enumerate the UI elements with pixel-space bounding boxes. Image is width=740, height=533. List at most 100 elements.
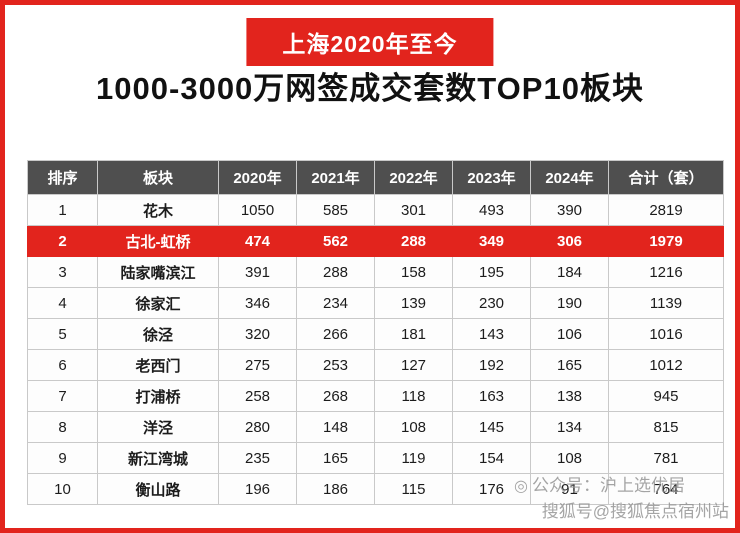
value-cell: 258 xyxy=(218,380,297,412)
column-header: 2022年 xyxy=(374,160,453,195)
district-cell: 花木 xyxy=(97,194,219,226)
district-cell: 老西门 xyxy=(97,349,219,381)
total-cell: 764 xyxy=(608,473,724,505)
value-cell: 186 xyxy=(296,473,375,505)
value-cell: 230 xyxy=(452,287,531,319)
district-cell: 新江湾城 xyxy=(97,442,219,474)
table-row: 7 打浦桥 258 268 118 163 138 945 xyxy=(27,380,724,412)
value-cell: 154 xyxy=(452,442,531,474)
value-cell: 288 xyxy=(296,256,375,288)
value-cell: 235 xyxy=(218,442,297,474)
badge-title: 上海2020年至今 xyxy=(246,18,494,66)
value-cell: 143 xyxy=(452,318,531,350)
column-header: 板块 xyxy=(97,160,219,195)
total-cell: 1979 xyxy=(608,225,724,257)
column-header: 2020年 xyxy=(218,160,297,195)
district-cell: 洋泾 xyxy=(97,411,219,443)
table-row: 9 新江湾城 235 165 119 154 108 781 xyxy=(27,442,724,474)
district-cell: 古北-虹桥 xyxy=(97,225,219,257)
value-cell: 190 xyxy=(530,287,609,319)
total-cell: 2819 xyxy=(608,194,724,226)
rank-cell: 5 xyxy=(27,318,98,350)
value-cell: 266 xyxy=(296,318,375,350)
value-cell: 391 xyxy=(218,256,297,288)
top10-table: 排序 板块 2020年 2021年 2022年 2023年 2024年 合计（套） 1 花木 10… xyxy=(27,160,724,505)
value-cell: 134 xyxy=(530,411,609,443)
table-row: 5 徐泾 320 266 181 143 106 1016 xyxy=(27,318,724,350)
table-row: 6 老西门 275 253 127 192 165 1012 xyxy=(27,349,724,381)
value-cell: 165 xyxy=(296,442,375,474)
rank-cell: 8 xyxy=(27,411,98,443)
value-cell: 108 xyxy=(530,442,609,474)
column-header: 排序 xyxy=(27,160,98,195)
value-cell: 280 xyxy=(218,411,297,443)
value-cell: 474 xyxy=(218,225,297,257)
value-cell: 106 xyxy=(530,318,609,350)
watermark-line1-text: 公众号：沪上选优居 xyxy=(532,476,685,495)
value-cell: 119 xyxy=(374,442,453,474)
column-header: 2024年 xyxy=(530,160,609,195)
value-cell: 118 xyxy=(374,380,453,412)
total-cell: 1016 xyxy=(608,318,724,350)
rank-cell: 2 xyxy=(27,225,98,257)
value-cell: 349 xyxy=(452,225,531,257)
value-cell: 139 xyxy=(374,287,453,319)
value-cell: 288 xyxy=(374,225,453,257)
value-cell: 181 xyxy=(374,318,453,350)
value-cell: 148 xyxy=(296,411,375,443)
rank-cell: 6 xyxy=(27,349,98,381)
value-cell: 145 xyxy=(452,411,531,443)
table-row: 8 洋泾 280 148 108 145 134 815 xyxy=(27,411,724,443)
total-cell: 815 xyxy=(608,411,724,443)
total-cell: 781 xyxy=(608,442,724,474)
value-cell: 320 xyxy=(218,318,297,350)
column-header: 2021年 xyxy=(296,160,375,195)
rank-cell: 1 xyxy=(27,194,98,226)
value-cell: 115 xyxy=(374,473,453,505)
value-cell: 165 xyxy=(530,349,609,381)
total-cell: 1012 xyxy=(608,349,724,381)
value-cell: 108 xyxy=(374,411,453,443)
table-row: 10 衡山路 196 186 115 176 91 764 xyxy=(27,473,724,505)
value-cell: 176 xyxy=(452,473,531,505)
column-header: 合计（套） xyxy=(608,160,724,195)
district-cell: 陆家嘴滨江 xyxy=(97,256,219,288)
column-header: 2023年 xyxy=(452,160,531,195)
district-cell: 打浦桥 xyxy=(97,380,219,412)
value-cell: 253 xyxy=(296,349,375,381)
rank-cell: 10 xyxy=(27,473,98,505)
watermark-icon: ◎ xyxy=(514,478,528,495)
district-cell: 衡山路 xyxy=(97,473,219,505)
table-row: 2 古北-虹桥 474 562 288 349 306 1979 xyxy=(27,225,724,257)
header-row: 排序 板块 2020年 2021年 2022年 2023年 2024年 合计（套） xyxy=(27,160,724,195)
table-row: 1 花木 1050 585 301 493 390 2819 xyxy=(27,194,724,226)
value-cell: 127 xyxy=(374,349,453,381)
district-cell: 徐家汇 xyxy=(97,287,219,319)
value-cell: 301 xyxy=(374,194,453,226)
value-cell: 138 xyxy=(530,380,609,412)
rank-cell: 7 xyxy=(27,380,98,412)
table-body: 1 花木 1050 585 301 493 390 2819 2 古北-虹桥 474 562 288 34… xyxy=(27,194,724,505)
value-cell: 268 xyxy=(296,380,375,412)
page-title: 1000-3000万网签成交套数TOP10板块 xyxy=(96,71,644,106)
total-cell: 945 xyxy=(608,380,724,412)
value-cell: 346 xyxy=(218,287,297,319)
value-cell: 1050 xyxy=(218,194,297,226)
rank-cell: 9 xyxy=(27,442,98,474)
value-cell: 196 xyxy=(218,473,297,505)
value-cell: 234 xyxy=(296,287,375,319)
value-cell: 195 xyxy=(452,256,531,288)
value-cell: 158 xyxy=(374,256,453,288)
rank-cell: 4 xyxy=(27,287,98,319)
table-header: 排序 板块 2020年 2021年 2022年 2023年 2024年 合计（套） xyxy=(27,160,724,195)
value-cell: 390 xyxy=(530,194,609,226)
value-cell: 91 xyxy=(530,473,609,505)
watermark-line1: ◎ 公众号：沪上选优居 xyxy=(514,471,685,496)
value-cell: 192 xyxy=(452,349,531,381)
rank-cell: 3 xyxy=(27,256,98,288)
watermark-line2: 搜狐号@搜狐焦点宿州站 xyxy=(541,502,729,521)
table-row: 4 徐家汇 346 234 139 230 190 1139 xyxy=(27,287,724,319)
value-cell: 184 xyxy=(530,256,609,288)
value-cell: 585 xyxy=(296,194,375,226)
